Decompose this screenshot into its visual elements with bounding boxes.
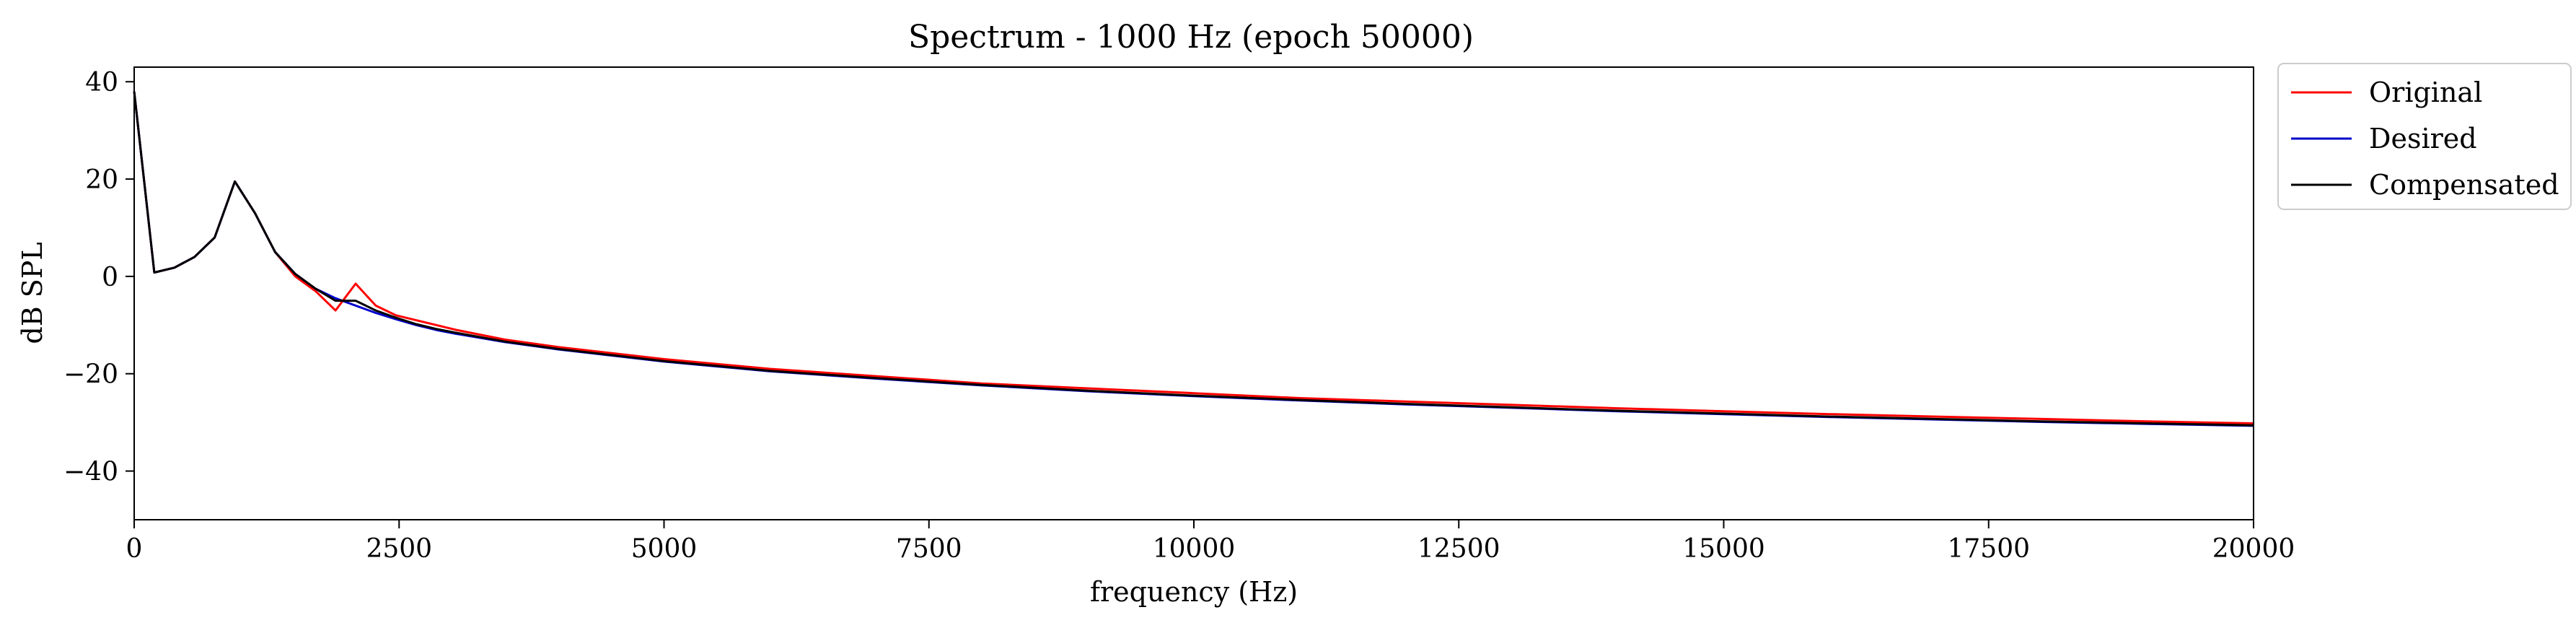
y-tick-label: −40	[63, 458, 118, 487]
y-tick-label: 0	[102, 263, 118, 292]
plot-frame	[133, 66, 2254, 520]
x-tick-label: 15000	[1682, 534, 1765, 564]
legend-label-compensated: Compensated	[2369, 169, 2559, 201]
x-axis-label: frequency (Hz)	[1090, 576, 1298, 608]
x-axis-ticks: 0 2500 5000 7500 10000 12500 15000 17500 20000	[126, 520, 2295, 564]
x-tick-label: 0	[126, 534, 143, 564]
y-tick-label: 40	[85, 68, 118, 97]
y-axis-label: dB SPL	[17, 242, 48, 344]
chart-title: Spectrum - 1000 Hz (epoch 50000)	[908, 19, 1474, 56]
x-tick-label: 20000	[2212, 534, 2295, 564]
y-axis-ticks: −40 −20 0 20 40	[63, 68, 134, 487]
y-tick-label: 20	[85, 165, 118, 195]
legend: Original Desired Compensated	[2277, 63, 2572, 210]
y-tick-label: −20	[63, 360, 118, 390]
series-line-original	[133, 91, 2254, 424]
legend-label-original: Original	[2369, 77, 2482, 108]
x-tick-label: 7500	[896, 534, 962, 564]
x-tick-label: 12500	[1417, 534, 1500, 564]
plot-series-group	[133, 91, 2254, 427]
x-tick-label: 5000	[631, 534, 698, 564]
legend-box	[2277, 63, 2572, 210]
x-tick-label: 10000	[1153, 534, 1236, 564]
x-tick-label: 17500	[1947, 534, 2030, 564]
series-line-compensated	[133, 91, 2254, 427]
series-line-desired	[133, 91, 2254, 427]
legend-label-desired: Desired	[2369, 123, 2477, 154]
x-tick-label: 2500	[366, 534, 432, 564]
legend-entries: Original Desired Compensated	[2291, 77, 2559, 201]
